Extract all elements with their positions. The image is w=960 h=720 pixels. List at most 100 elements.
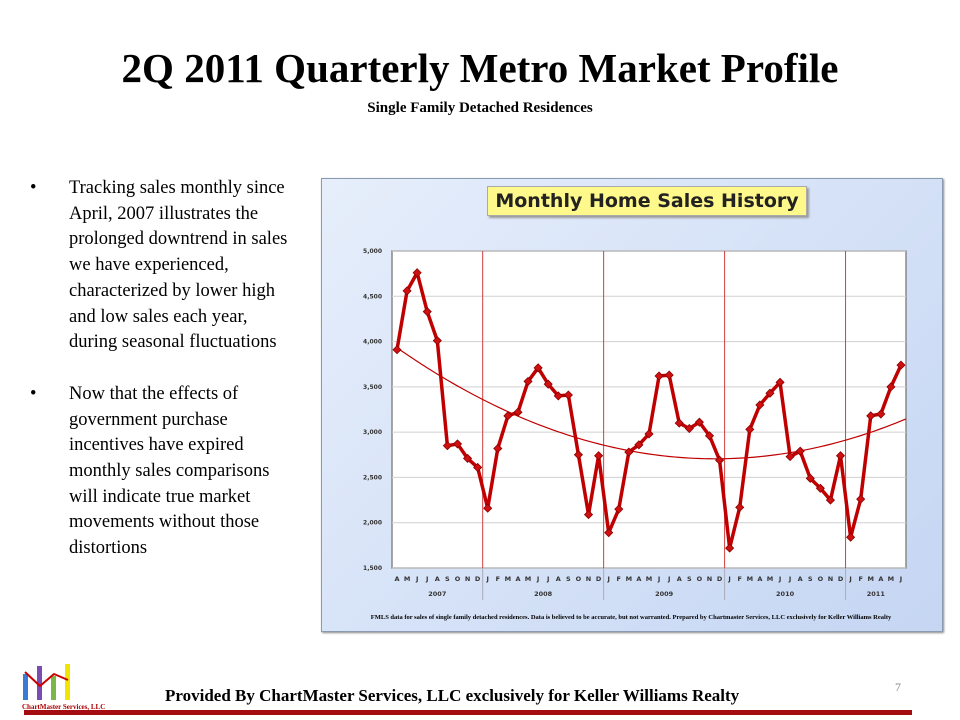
y-tick-label: 3,500 <box>363 384 382 391</box>
data-point <box>452 439 463 449</box>
x-tick-label: F <box>617 575 621 583</box>
data-point <box>886 382 896 392</box>
data-point <box>856 494 866 504</box>
x-tick-label: M <box>404 575 410 583</box>
x-tick-label: M <box>505 575 511 583</box>
x-tick-label: S <box>445 575 450 583</box>
x-tick-label: J <box>415 575 418 583</box>
year-label: 2009 <box>655 590 674 598</box>
data-point <box>533 363 543 373</box>
bullet-item: • Now that the effects of government purc… <box>30 382 300 562</box>
footer-text: Provided By ChartMaster Services, LLC ex… <box>165 686 740 705</box>
x-tick-label: D <box>838 575 844 583</box>
year-label: 2011 <box>867 590 886 598</box>
y-tick-label: 5,000 <box>363 248 382 255</box>
data-point <box>815 483 825 493</box>
x-tick-label: N <box>707 575 712 583</box>
x-tick-label: F <box>496 575 500 583</box>
data-point <box>795 446 805 456</box>
x-tick-label: O <box>818 575 824 583</box>
data-point <box>523 376 533 386</box>
data-point <box>543 379 553 389</box>
x-tick-label: S <box>808 575 813 583</box>
data-point <box>775 377 785 387</box>
data-point <box>785 452 795 462</box>
bullet-item: • Tracking sales monthly since April, 200… <box>30 176 300 356</box>
data-point <box>604 528 614 538</box>
bullet-text: Tracking sales monthly since April, 2007… <box>69 178 288 353</box>
x-tick-label: J <box>486 575 489 583</box>
x-tick-label: A <box>435 575 440 583</box>
x-tick-label: S <box>566 575 571 583</box>
data-point <box>866 411 876 421</box>
x-tick-label: A <box>677 575 682 583</box>
x-tick-label: M <box>767 575 773 583</box>
data-point <box>462 453 473 463</box>
x-tick-label: J <box>425 575 428 583</box>
x-tick-label: N <box>828 575 833 583</box>
data-point <box>684 423 694 434</box>
data-point <box>493 443 503 454</box>
bullet-symbol: • <box>30 178 37 198</box>
bullet-text: Now that the effects of government purch… <box>69 383 270 559</box>
data-point <box>442 441 452 451</box>
bullet-list: • Tracking sales monthly since April, 200… <box>30 176 300 588</box>
x-tick-label: J <box>899 575 902 583</box>
trendline <box>396 347 907 460</box>
data-point <box>674 418 684 428</box>
page-number: 7 <box>895 680 901 694</box>
y-tick-label: 4,500 <box>363 293 382 300</box>
x-tick-label: N <box>465 575 470 583</box>
data-point <box>624 447 634 457</box>
bullet-symbol: • <box>30 383 37 404</box>
y-tick-label: 2,000 <box>363 520 382 527</box>
footer-rule <box>24 710 912 715</box>
x-tick-label: F <box>737 575 741 583</box>
x-tick-label: O <box>697 575 703 583</box>
x-tick-label: M <box>646 575 652 583</box>
x-tick-label: M <box>626 575 632 583</box>
data-point <box>483 503 493 513</box>
y-tick-label: 1,500 <box>363 565 382 572</box>
x-tick-label: S <box>687 575 692 583</box>
x-tick-label: N <box>586 575 591 583</box>
data-point <box>765 388 775 398</box>
x-tick-label: D <box>717 575 723 583</box>
data-point <box>412 268 422 278</box>
x-tick-label: F <box>858 575 862 583</box>
data-point <box>563 390 573 400</box>
x-tick-label: J <box>727 575 730 583</box>
data-point <box>835 451 846 461</box>
chart-note: FMLS data for sales of single family det… <box>370 614 892 621</box>
y-tick-label: 2,500 <box>363 474 382 481</box>
x-tick-label: A <box>394 575 399 583</box>
x-tick-label: J <box>546 575 549 583</box>
year-label: 2010 <box>776 590 795 598</box>
x-tick-label: M <box>747 575 753 583</box>
data-point <box>825 495 836 505</box>
x-tick-label: J <box>848 575 851 583</box>
x-tick-label: A <box>515 575 520 583</box>
x-tick-label: M <box>868 575 874 583</box>
data-point <box>714 455 725 465</box>
slide-subtitle: Single Family Detached Residences <box>367 100 593 116</box>
data-point <box>402 286 412 296</box>
y-tick-label: 4,000 <box>363 339 382 346</box>
data-point <box>735 502 745 512</box>
data-point <box>634 440 644 450</box>
x-tick-label: J <box>536 575 539 583</box>
x-tick-label: J <box>667 575 670 583</box>
x-tick-label: M <box>525 575 531 583</box>
data-point <box>694 417 704 427</box>
data-point <box>513 407 523 417</box>
year-label: 2008 <box>534 590 553 598</box>
x-tick-label: A <box>757 575 762 583</box>
x-tick-label: A <box>798 575 803 583</box>
data-point <box>392 345 402 355</box>
x-tick-label: J <box>606 575 609 583</box>
plot-area <box>391 250 907 569</box>
x-tick-label: O <box>455 575 461 583</box>
data-point <box>896 360 906 370</box>
x-tick-label: A <box>636 575 641 583</box>
x-tick-label: D <box>475 575 481 583</box>
